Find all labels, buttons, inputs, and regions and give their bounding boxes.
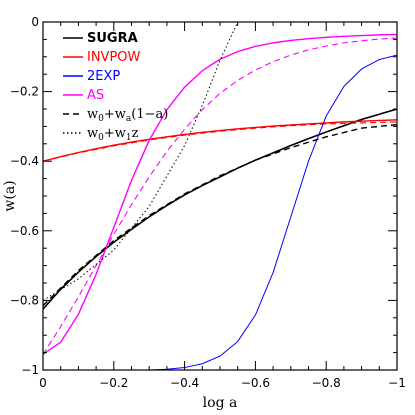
series-line-sugra-linear <box>43 22 256 301</box>
series-line-invpow-fit <box>43 121 397 162</box>
x-axis-title: log a <box>203 395 238 411</box>
y-tick-label: −0.8 <box>10 293 39 307</box>
x-tick-label: −0.8 <box>312 376 341 390</box>
legend: SUGRA INVPOW 2EXP AS w0+wa(1−a) w0+w1z <box>63 31 168 143</box>
x-tick-label: −1 <box>388 376 406 390</box>
legend-label-1: SUGRA <box>87 31 138 46</box>
y-tick-label: −1 <box>21 363 39 377</box>
y-tick-label: −0.4 <box>10 154 39 168</box>
y-axis-title: w(a) <box>2 180 18 211</box>
x-tick-label: −0.2 <box>99 376 128 390</box>
ticks-layer <box>42 21 398 371</box>
tick-labels-layer: 0 −0.2 −0.4 −0.6 −0.8 −10−0.2−0.4−0.6−0.8−1 <box>10 15 406 390</box>
y-tick-label: −0.6 <box>10 224 39 238</box>
legend-label-5: w0+wa(1−a) <box>87 107 168 124</box>
series-line-sugra-fit <box>43 123 397 307</box>
series-line-2exp <box>43 54 397 370</box>
series-line-as <box>43 33 397 355</box>
legend-label-6: w0+w1z <box>87 126 139 143</box>
series-line-sugra <box>43 108 397 310</box>
series-layer <box>43 22 397 370</box>
series-line-invpow <box>43 119 397 162</box>
x-tick-label: 0 <box>39 376 47 390</box>
legend-label-4: AS <box>87 88 104 103</box>
series-line-as-fit <box>43 37 397 355</box>
legend-label-2: INVPOW <box>87 50 141 65</box>
y-tick-label: 0 <box>31 15 39 29</box>
x-tick-label: −0.6 <box>241 376 270 390</box>
y-tick-label: −0.2 <box>10 85 39 99</box>
legend-label-3: 2EXP <box>87 69 120 84</box>
x-tick-label: −0.4 <box>170 376 199 390</box>
